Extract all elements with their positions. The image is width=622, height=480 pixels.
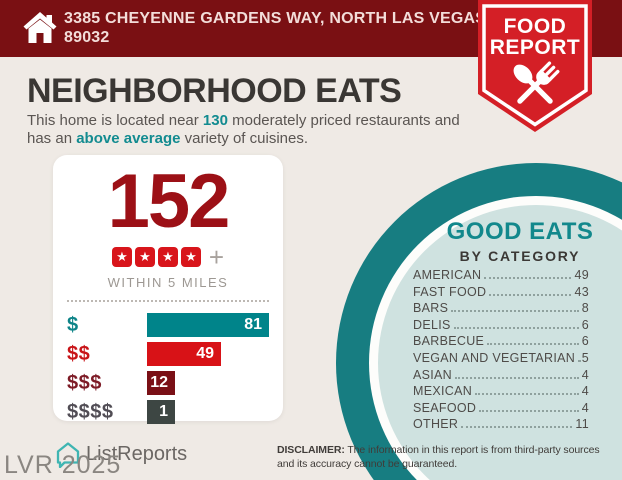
dotted-leader: [487, 343, 579, 346]
star-icon: ★: [134, 247, 155, 267]
address-line1: 3385 CHEYENNE GARDENS WAY, NORTH LAS VEG…: [64, 10, 522, 27]
good-eats-subtitle: BY CATEGORY: [459, 248, 581, 264]
category-label: BARBECUE: [413, 334, 485, 349]
category-value: 8: [581, 301, 589, 316]
category-label: VEGAN AND VEGETARIAN: [413, 350, 576, 365]
dotted-leader: [453, 326, 579, 329]
restaurant-count: 152: [107, 159, 231, 244]
category-label: OTHER: [413, 417, 459, 432]
price-bar-row: $$$$ 1: [67, 400, 269, 424]
dotted-leader: [475, 393, 579, 396]
category-row: BARS 8: [413, 301, 589, 318]
price-bar-row: $$ 49: [67, 342, 269, 366]
price-tier-bar: 12: [147, 371, 175, 395]
price-tier-label: $: [67, 313, 79, 336]
good-eats-heading: GOOD EATS BY CATEGORY: [400, 218, 622, 264]
category-row: OTHER 11: [413, 417, 589, 434]
dotted-divider: [67, 300, 269, 302]
star-icon: ★: [157, 247, 178, 267]
price-bar-row: $81: [67, 313, 269, 337]
disclaimer-text: The information in this report is from t…: [277, 444, 600, 470]
price-tier-bar: 1: [147, 400, 175, 424]
dotted-leader: [461, 426, 573, 429]
price-tier-label: $$$$: [67, 400, 114, 423]
food-report-badge: FOOD REPORT: [478, 0, 592, 136]
page-subtitle: This home is located near 130 moderately…: [27, 112, 460, 147]
category-value: 4: [581, 367, 589, 382]
category-row: SEAFOOD 4: [413, 401, 589, 418]
category-row: ASIAN 4: [413, 368, 589, 385]
price-bar-chart: $81 $$ 49 $$$ 12 $$$$ 1: [53, 302, 283, 424]
price-tier-bar: 49: [147, 342, 221, 366]
category-value: 6: [581, 334, 589, 349]
category-label: BARS: [413, 301, 449, 316]
good-eats-title: GOOD EATS: [446, 218, 594, 245]
price-tier-label: $$$: [67, 371, 102, 394]
property-address: 3385 CHEYENNE GARDENS WAY, NORTH LAS VEG…: [64, 9, 521, 47]
category-label: DELIS: [413, 317, 451, 332]
badge-title-line2: REPORT: [489, 36, 581, 59]
category-label: AMERICAN: [413, 268, 482, 282]
restaurant-stats-card: 152 ★ ★ ★ ★ + WITHIN 5 MILES $81 $$ 49 $$$ 12 $$$…: [53, 155, 283, 424]
crossed-utensils-icon: [513, 61, 560, 104]
category-row: DELIS 6: [413, 318, 589, 335]
star-icon: ★: [111, 247, 132, 267]
category-value: 6: [581, 317, 589, 332]
listreports-logo: ListReports: [55, 441, 187, 468]
price-bar-row: $$$ 12: [67, 371, 269, 395]
lvr-watermark: LVR 2025: [4, 451, 122, 479]
disclaimer: DISCLAIMER: The information in this repo…: [277, 444, 609, 471]
category-value: 5: [581, 350, 589, 365]
dotted-leader: [455, 376, 579, 379]
category-label: FAST FOOD: [413, 284, 487, 299]
category-list: AMERICAN 49 FAST FOOD 43 BARS 8 DELIS 6 BARBECUE…: [413, 268, 589, 434]
category-value: 49: [574, 268, 589, 282]
category-value: 43: [574, 284, 589, 299]
page-title: NEIGHBORHOOD EATS: [27, 72, 402, 110]
category-row: AMERICAN 49: [413, 268, 589, 285]
category-row: MEXICAN 4: [413, 384, 589, 401]
dotted-leader: [578, 359, 579, 362]
disclaimer-label: DISCLAIMER:: [277, 444, 345, 456]
dotted-leader: [451, 310, 579, 313]
rating-stars: ★ ★ ★ ★ +: [53, 242, 283, 272]
radius-label: WITHIN 5 MILES: [107, 275, 229, 290]
category-value: 11: [575, 417, 589, 432]
star-icon: ★: [180, 247, 201, 267]
category-row: VEGAN AND VEGETARIAN 5: [413, 351, 589, 368]
dotted-leader: [479, 409, 579, 412]
category-value: 4: [581, 400, 589, 415]
price-tier-bar: 81: [147, 313, 269, 337]
house-icon: [23, 12, 57, 43]
category-label: MEXICAN: [413, 384, 473, 399]
category-label: ASIAN: [413, 367, 453, 382]
category-row: FAST FOOD 43: [413, 285, 589, 302]
category-label: SEAFOOD: [413, 400, 477, 415]
category-row: BARBECUE 6: [413, 334, 589, 351]
badge-title-line1: FOOD: [503, 15, 567, 38]
plus-sign: +: [208, 242, 225, 272]
ribbon-shape: [478, 0, 592, 132]
address-line2: 89032: [64, 29, 110, 46]
listreports-wordmark: ListReports: [86, 443, 188, 465]
dotted-leader: [484, 277, 572, 279]
category-value: 4: [581, 384, 589, 399]
dotted-leader: [489, 293, 572, 296]
price-tier-label: $$: [67, 342, 91, 365]
listreports-house-icon: [56, 442, 80, 468]
